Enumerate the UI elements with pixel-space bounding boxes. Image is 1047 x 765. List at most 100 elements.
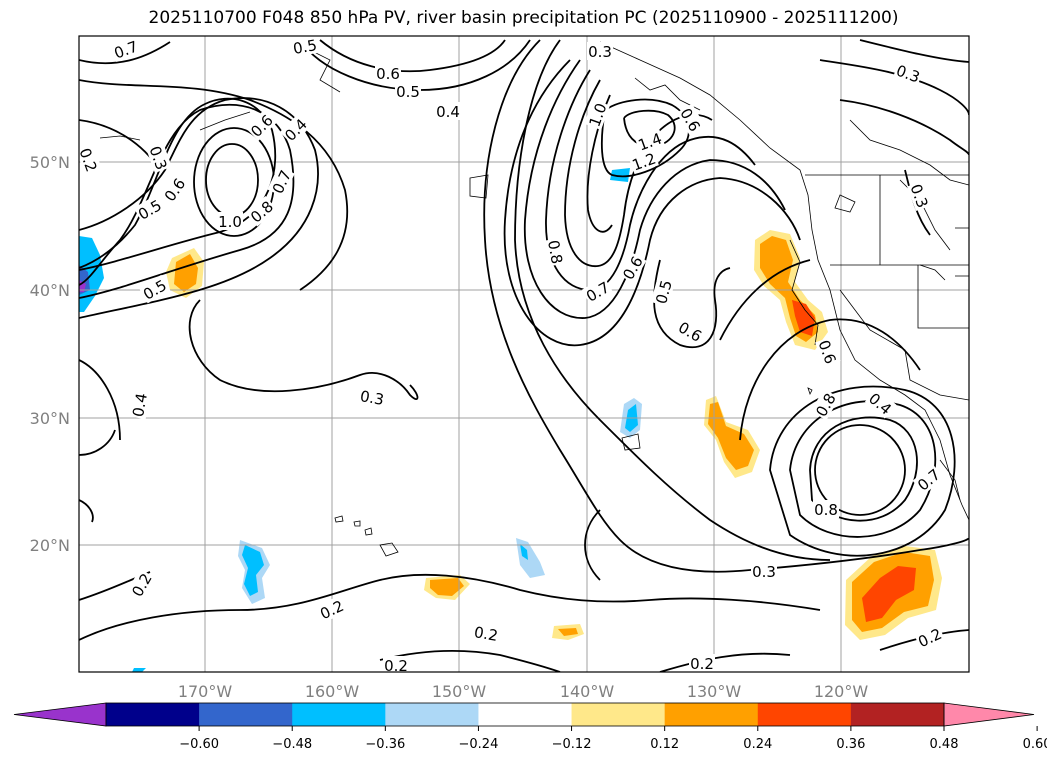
shade-negative: [132, 668, 146, 672]
lon-label: 140°W: [560, 682, 615, 701]
contour-label-bg: [581, 276, 614, 306]
gridlines: [79, 36, 969, 672]
contour-label-bg: [127, 390, 151, 420]
contour-label: 0.5: [652, 278, 676, 306]
colorbar-segment: [757, 703, 852, 726]
contour-label-bg: [815, 336, 841, 367]
colorbar-outline: [105, 702, 945, 727]
pv-contours: [79, 39, 969, 672]
contour-label: 0.3: [752, 563, 776, 581]
shade-negative: [610, 168, 630, 182]
lon-label: 170°W: [178, 682, 233, 701]
colorbar-segment: [850, 703, 945, 726]
contour-label-bg: [674, 316, 707, 346]
colorbar-segment: [478, 703, 573, 726]
contour-label-bg: [813, 500, 839, 518]
contour-label-bg: [584, 99, 610, 130]
contour-label-bg: [159, 173, 190, 206]
colorbar-segment: [664, 703, 759, 726]
colorbar-extend-max: [943, 702, 1035, 727]
contour-label-bg: [245, 195, 278, 227]
map-title: 2025110700 F048 850 hPa PV, river basin …: [148, 8, 899, 28]
contour-label-bg: [913, 623, 946, 651]
colorbar-segment: [106, 703, 200, 726]
contour-label-bg: [907, 180, 933, 211]
contour-label-bg: [650, 276, 676, 307]
precip-shading: [79, 168, 942, 672]
contour-label-bg: [587, 42, 613, 60]
contour-label-bg: [315, 595, 348, 623]
colorbar-tick-label: −0.36: [365, 737, 405, 752]
contour-label: 0.4: [129, 392, 151, 419]
shade-very-negative: [79, 280, 86, 292]
contour-label-bg: [676, 103, 706, 136]
shade-strong-positive: [862, 566, 916, 622]
lat-label: 20°N: [30, 536, 70, 555]
colorbar-tick-label: −0.24: [459, 737, 499, 752]
colorbar-tick-label: 0.24: [743, 737, 772, 752]
contour-label-bg: [126, 568, 156, 601]
colorbar-segment: [385, 703, 479, 726]
contour-label-bg: [893, 60, 924, 86]
contour-labels: 0.70.2 0.30.50.60.51.0 0.80.70.40.60.50.50…: [75, 36, 946, 675]
shade-positive: [174, 254, 198, 292]
contour-label: 0.2: [384, 657, 408, 675]
contour-label-bg: [110, 36, 141, 62]
contour-label: 0.5: [396, 83, 420, 101]
lat-label: 50°N: [30, 153, 70, 172]
lon-label: 160°W: [305, 682, 360, 701]
contour-label-bg: [245, 109, 277, 141]
contour-label-bg: [751, 562, 777, 580]
contour-label-bg: [146, 142, 172, 173]
longitude-labels: 170°W 160°W 150°W 140°W 130°W 120°W: [178, 682, 869, 701]
shade-negative: [520, 544, 528, 560]
contour-label-bg: [290, 36, 320, 58]
contour-label-bg: [471, 621, 501, 645]
lon-label: 130°W: [687, 682, 742, 701]
colorbar-tick-label: −0.12: [552, 737, 592, 752]
latitude-labels: 50°N 40°N 30°N 20°N: [30, 153, 70, 555]
shade-positive: [708, 402, 754, 470]
colorbar-tick-label: 0.12: [650, 737, 679, 752]
lon-label: 120°W: [814, 682, 869, 701]
contour-label-bg: [634, 128, 665, 154]
contour-label: 0.3: [588, 43, 612, 61]
lat-label: 30°N: [30, 409, 70, 428]
contour-label: 0.8: [544, 239, 566, 266]
map-frame: [78, 35, 970, 673]
contour-label-bg: [279, 113, 311, 145]
colorbar: −0.60 −0.48 −0.36 −0.24 −0.12 0.12 0.24 0.36 0.4…: [13, 702, 1047, 752]
contour-label: 0.5: [292, 36, 319, 58]
contour-label-bg: [628, 148, 659, 174]
contour-label: 0.2: [690, 655, 714, 673]
contour-label: 0.4: [436, 103, 460, 121]
contour-label-bg: [435, 102, 461, 120]
contour-label-bg: [267, 165, 295, 198]
contour-label: 0.2: [473, 623, 500, 645]
contour-label-bg: [383, 656, 409, 672]
shade-negative: [242, 545, 264, 596]
shade-positive: [558, 628, 578, 636]
colorbar-tick-label: 0.60: [1023, 737, 1047, 752]
contour-label-bg: [375, 64, 401, 82]
contour-label: 0.2: [75, 146, 100, 175]
contour-label-bg: [912, 463, 945, 495]
contour-label-bg: [133, 194, 166, 224]
contour-label-bg: [395, 82, 421, 100]
colorbar-tick-label: 0.48: [930, 737, 959, 752]
contour-label-bg: [79, 144, 102, 175]
contour-label-bg: [689, 654, 715, 672]
colorbar-segment: [199, 703, 293, 726]
contour-label-bg: [864, 387, 897, 419]
contour-label-bg: [617, 251, 647, 284]
contour-label-bg: [544, 237, 568, 267]
shade-positive: [430, 578, 464, 596]
colorbar-segment: [571, 703, 666, 726]
colorbar-tick-label: −0.60: [179, 737, 219, 752]
contour-label: 0.8: [814, 501, 838, 519]
colorbar-tick-label: 0.36: [836, 737, 865, 752]
contour-label: 0.3: [359, 387, 386, 409]
contour-label-bg: [810, 388, 840, 421]
lon-label: 150°W: [432, 682, 487, 701]
contour-label-bg: [138, 274, 171, 304]
